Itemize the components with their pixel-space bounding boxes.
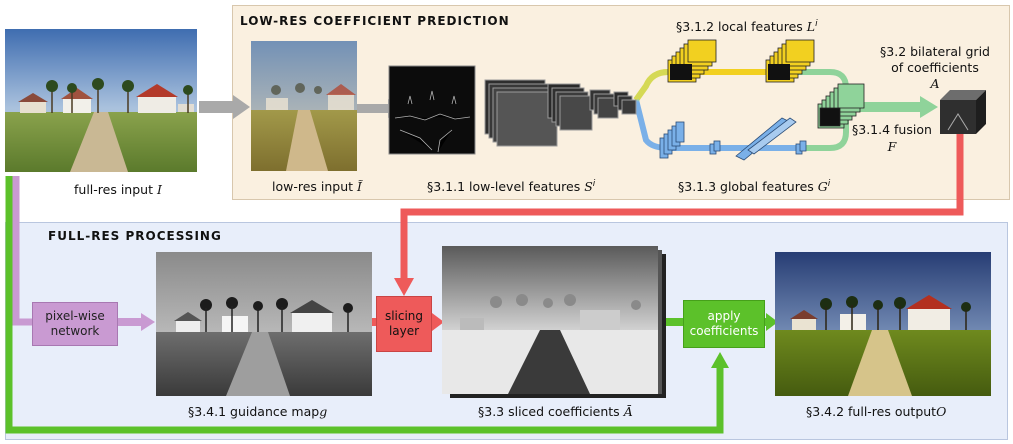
downsample-arrow (199, 101, 235, 113)
full-res-output-image (775, 252, 991, 396)
bilateral-grid-caption: §3.2 bilateral grid of coefficients A (880, 44, 990, 91)
apply-label-2: coefficients (689, 324, 759, 338)
slicing-label-1: slicing (384, 309, 424, 323)
sliced-coefficients-image (442, 246, 666, 398)
low-level-features-stack (388, 65, 637, 155)
guidance-map-image (156, 252, 372, 396)
global-features-stack (659, 117, 807, 161)
apply-coefficients-box: apply coefficients (683, 300, 765, 348)
local-features-caption: §3.1.2 local features Li (676, 19, 818, 35)
sliced-coefficients-caption: §3.3 sliced coefficients Ā (478, 404, 633, 419)
input-to-pixelwise-arrow (12, 176, 32, 326)
grid-to-slicing-arrow (400, 130, 964, 282)
slicing-layer-box: slicing layer (376, 296, 432, 352)
bilateral-grid-cube (940, 90, 986, 134)
pixel-wise-label-2: network (50, 324, 100, 338)
input-to-apply-arrow (5, 176, 724, 434)
global-features-caption: §3.1.3 global features Gi (678, 179, 831, 195)
fusion-caption: §3.1.4 fusion F (852, 122, 932, 154)
full-res-input-caption: full-res input I (74, 182, 162, 197)
full-res-input-image (5, 29, 197, 172)
local-features-stack (667, 39, 815, 83)
pixel-wise-network-box: pixel-wise network (32, 302, 118, 346)
full-res-panel-title: FULL-RES PROCESSING (48, 229, 222, 243)
pixel-wise-label-1: pixel-wise (45, 309, 105, 323)
slicing-label-2: layer (388, 324, 420, 338)
low-res-panel-title: LOW-RES COEFFICIENT PREDICTION (240, 14, 510, 28)
fusion-stack (817, 83, 865, 129)
low-level-features-caption: §3.1.1 low-level features Si (427, 179, 596, 195)
guidance-map-caption: §3.4.1 guidance mapg (188, 404, 328, 419)
apply-label-1: apply (707, 309, 741, 323)
full-res-output-caption: §3.4.2 full-res outputO (806, 404, 947, 419)
low-res-input-image (251, 41, 357, 171)
low-res-input-caption: low-res input Ĩ (272, 179, 362, 194)
